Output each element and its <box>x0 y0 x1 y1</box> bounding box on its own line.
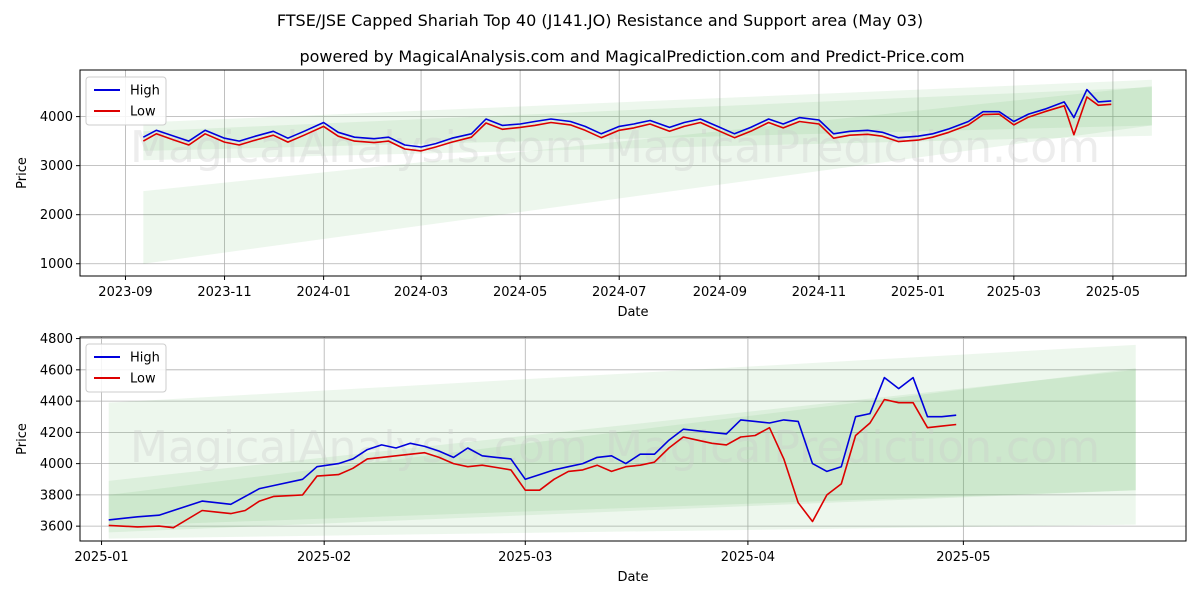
x-tick-label: 2024-03 <box>394 285 448 300</box>
band-2 <box>143 87 1152 151</box>
series-lines <box>108 376 957 529</box>
y-tick-label: 3600 <box>40 520 73 535</box>
x-tick-label: 2025-02 <box>297 550 351 565</box>
watermark-right: MagicalPrediction.com <box>605 122 1100 173</box>
legend: High Low <box>85 343 167 393</box>
x-tick-label: 2024-01 <box>296 285 350 300</box>
series-line-high <box>142 88 1112 148</box>
x-tick-label: 2025-03 <box>987 285 1041 300</box>
x-tick-label: 2024-07 <box>592 285 646 300</box>
x-tick-label: 2024-05 <box>493 285 547 300</box>
legend-label-low: Low <box>130 372 156 387</box>
bottom-panel: MagicalAnalysis.com MagicalPrediction.com… <box>15 332 1187 585</box>
main-title: FTSE/JSE Capped Shariah Top 40 (J141.JO)… <box>277 11 923 30</box>
x-tick-label: 2025-01 <box>891 285 945 300</box>
y-tick-label: 4600 <box>40 363 73 378</box>
y-tick-label: 1000 <box>40 257 73 272</box>
legend-label-high: High <box>130 351 160 366</box>
x-tick-label: 2025-05 <box>936 550 990 565</box>
band-0 <box>143 86 1152 264</box>
y-tick-label: 4000 <box>40 110 73 125</box>
plot-frame <box>79 336 1187 542</box>
x-tick-label: 2024-11 <box>792 285 846 300</box>
legend-label-low: Low <box>130 105 156 120</box>
grid-lines <box>80 337 1186 541</box>
y-tick-label: 4000 <box>40 457 73 472</box>
x-axis-label: Date <box>617 305 648 320</box>
legend-label-high: High <box>130 84 160 99</box>
top-panel: MagicalAnalysis.com MagicalPrediction.com… <box>15 69 1187 320</box>
x-tick-label: 2025-05 <box>1086 285 1140 300</box>
x-tick-label: 2023-09 <box>98 285 152 300</box>
plot-frame <box>79 69 1187 277</box>
series-line-low <box>108 398 957 529</box>
x-tick-label: 2025-01 <box>74 550 128 565</box>
watermark-left: MagicalAnalysis.com <box>130 122 588 173</box>
y-tick-label: 4200 <box>40 426 73 441</box>
y-tick-label: 3000 <box>40 159 73 174</box>
x-tick-label: 2025-04 <box>721 550 775 565</box>
y-tick-label: 4400 <box>40 395 73 410</box>
series-lines <box>142 88 1112 152</box>
y-tick-label: 2000 <box>40 208 73 223</box>
x-tick-label: 2023-11 <box>197 285 251 300</box>
series-line-low <box>142 96 1112 152</box>
x-tick-label: 2024-09 <box>693 285 747 300</box>
series-line-high <box>108 376 957 521</box>
x-axis-label: Date <box>617 570 648 585</box>
y-axis-label: Price <box>15 423 30 455</box>
legend: High Low <box>85 76 167 126</box>
subtitle: powered by MagicalAnalysis.com and Magic… <box>299 47 964 66</box>
y-axis-label: Price <box>15 157 30 189</box>
y-tick-label: 4800 <box>40 332 73 347</box>
y-tick-label: 3800 <box>40 488 73 503</box>
x-tick-label: 2025-03 <box>498 550 552 565</box>
